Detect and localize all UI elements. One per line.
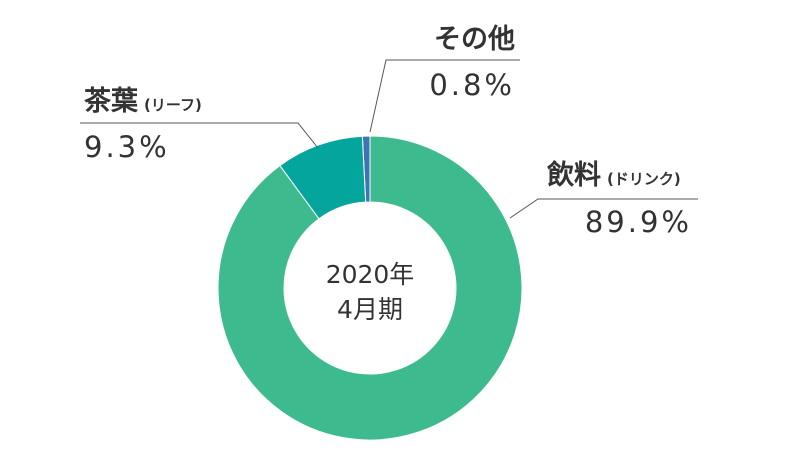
donut-slices [217, 135, 523, 441]
label-value-leaf: 9.3% [84, 130, 170, 164]
center-label-period: 4月期 [337, 295, 403, 324]
label-name-leaf: 茶葉 (リーフ) [84, 86, 202, 117]
label-value-drink: 89.9% [585, 205, 692, 239]
label-name-other: その他 [434, 24, 515, 55]
label-value-other: 0.8% [429, 68, 515, 102]
center-label-year: 2020年 [326, 260, 415, 289]
slice-drink [217, 135, 523, 441]
leader-line-leaf [80, 122, 319, 149]
slice-leaf [279, 135, 367, 220]
label-name-drink: 飲料 (ドリンク) [546, 159, 681, 191]
leader-line-drink [509, 198, 698, 219]
leader-line-other [369, 59, 520, 133]
